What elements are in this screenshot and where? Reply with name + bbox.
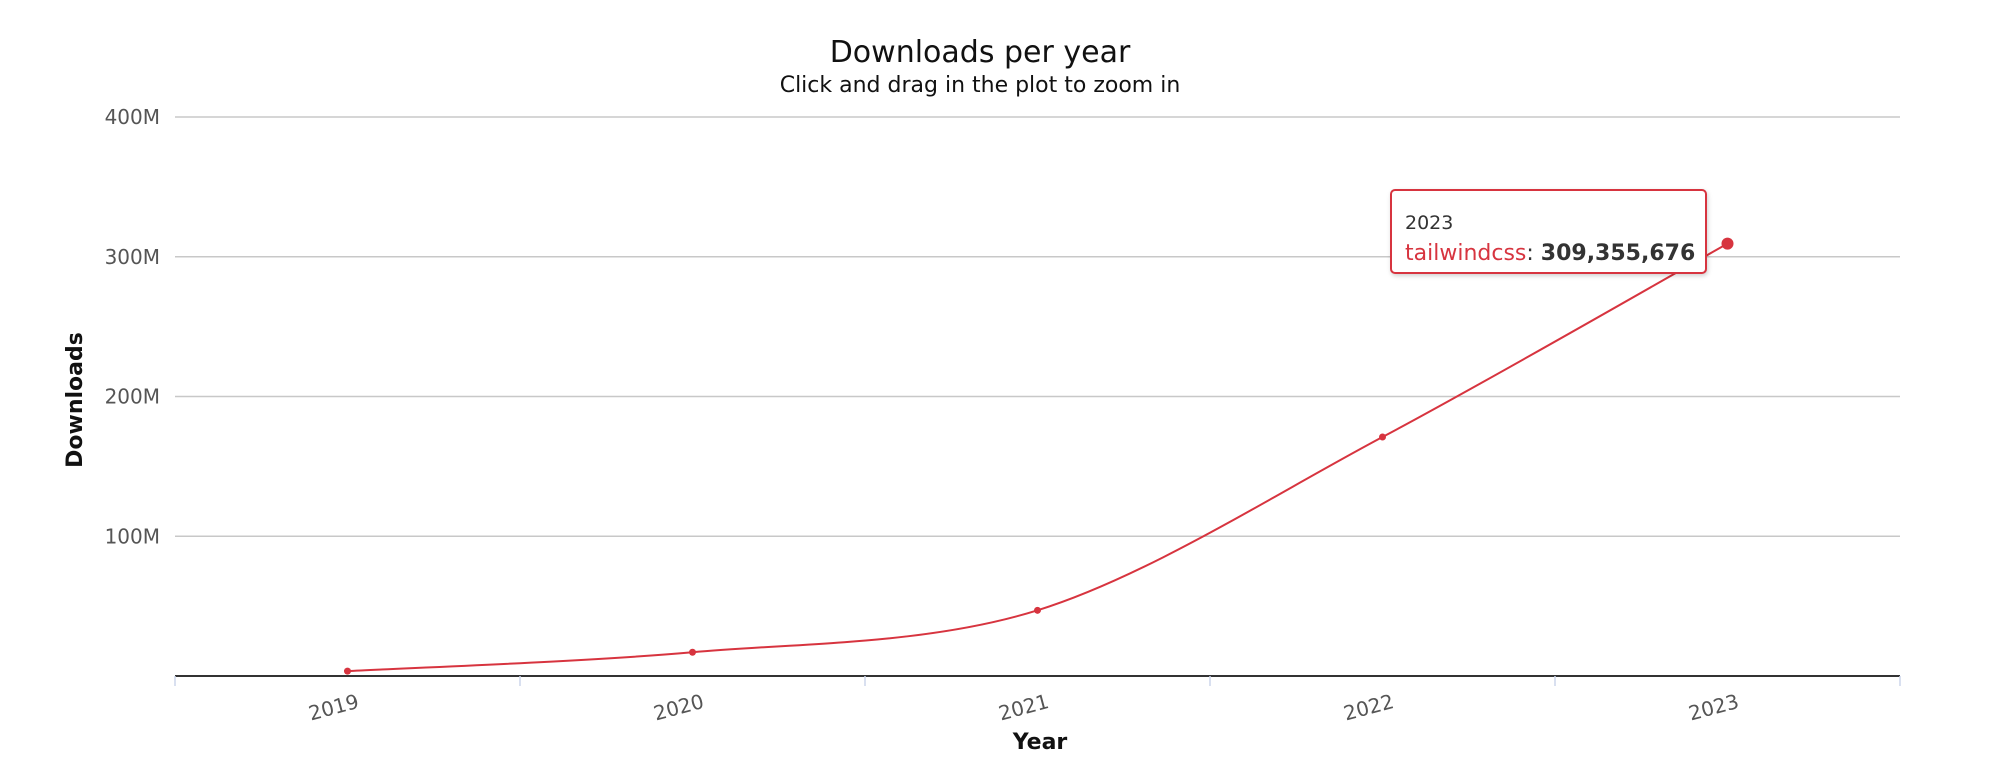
y-axis-title: Downloads (63, 332, 88, 468)
tooltip-series-name: tailwindcss (1405, 241, 1526, 266)
y-tick-label-400M: 400M (105, 105, 160, 129)
x-axis-title: Year (1012, 730, 1068, 755)
data-point-2021[interactable] (1034, 606, 1041, 614)
y-tick-label-200M: 200M (105, 385, 160, 409)
x-tick-label-2021: 2021 (996, 689, 1051, 725)
data-point-2020[interactable] (689, 648, 696, 656)
chart-title: Downloads per year (830, 35, 1131, 70)
grid-lines (175, 116, 1900, 537)
x-tick-label-2020: 2020 (651, 689, 706, 725)
tooltip-box (1390, 189, 1707, 274)
data-point-2023[interactable] (1721, 237, 1734, 250)
data-point-2022[interactable] (1379, 433, 1386, 441)
y-axis-ticks: 100M 200M 300M 400M (105, 105, 160, 548)
tooltip-year: 2023 (1405, 212, 1453, 234)
tooltip-line: tailwindcss: 309,355,676 (1405, 241, 1695, 266)
data-point-2019[interactable] (344, 667, 351, 675)
series-tailwindcss[interactable] (344, 237, 1734, 675)
y-tick-label-300M: 300M (105, 245, 160, 269)
tooltip-separator: : (1526, 241, 1540, 266)
x-axis: 2019 2020 2021 2022 2023 (174, 675, 1901, 725)
x-tick-label-2019: 2019 (306, 689, 361, 725)
x-tick-label-2023: 2023 (1686, 689, 1741, 725)
tooltip: 2023 tailwindcss: 309,355,676 (1390, 189, 1707, 274)
tooltip-value: 309,355,676 (1541, 241, 1695, 266)
chart-subtitle: Click and drag in the plot to zoom in (780, 73, 1181, 98)
x-tick-label-2022: 2022 (1341, 689, 1396, 725)
y-tick-label-100M: 100M (105, 524, 160, 548)
